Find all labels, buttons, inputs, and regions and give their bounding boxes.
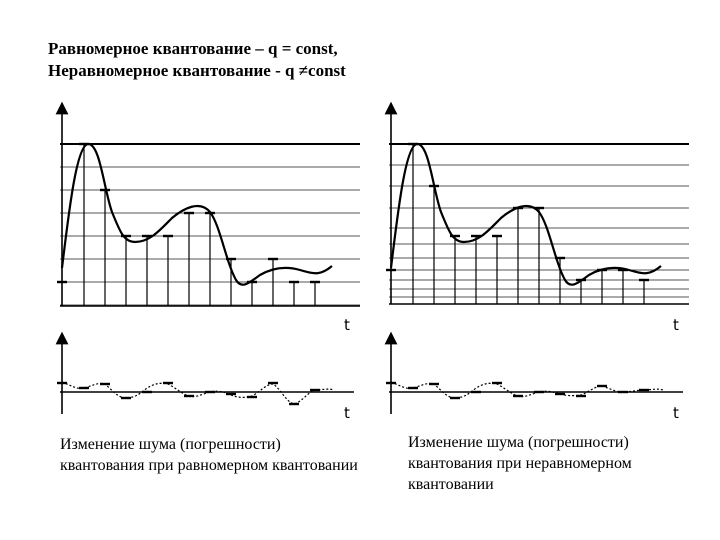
nonuniform-signal-curve bbox=[389, 142, 662, 286]
uniform-signal-time-label: t bbox=[344, 316, 350, 334]
nonuniform-signal-time-label: t bbox=[673, 316, 679, 334]
nonuniform-noise-markers bbox=[386, 381, 649, 400]
nonuniform-noise-panel: t bbox=[384, 331, 683, 422]
heading-line-nonuniform: Неравномерное квантование - q ≠const bbox=[48, 61, 346, 80]
nonuniform-noise-time-label: t bbox=[673, 404, 679, 422]
nonuniform-sample-stems bbox=[412, 144, 645, 304]
uniform-signal-panel: t bbox=[55, 101, 360, 334]
nonuniform-caption: Изменение шума (погрешности) квантования… bbox=[408, 434, 632, 493]
uniform-noise-time-label: t bbox=[344, 404, 350, 422]
uniform-caption: Изменение шума (погрешности) квантования… bbox=[60, 436, 358, 474]
heading-line-uniform: Равномерное квантование – q = const, bbox=[48, 39, 338, 58]
uniform-noise-curve bbox=[61, 381, 335, 405]
uniform-noise-markers bbox=[57, 381, 320, 406]
uniform-signal-curve bbox=[60, 142, 333, 286]
uniform-sample-stems bbox=[83, 144, 316, 306]
heading: Равномерное квантование – q = const, Нер… bbox=[48, 38, 346, 82]
uniform-noise-panel: t bbox=[55, 331, 354, 422]
nonuniform-signal-panel: t bbox=[384, 101, 689, 334]
